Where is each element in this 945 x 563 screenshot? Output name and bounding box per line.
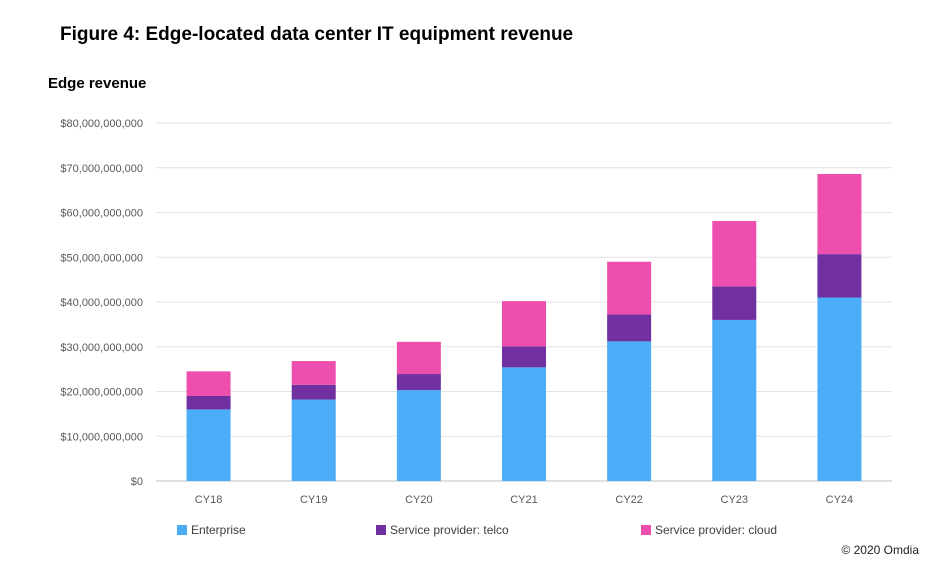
bar-enterprise-cy22 xyxy=(607,341,652,481)
legend-swatch-cloud xyxy=(641,525,651,535)
bar-telco-cy21 xyxy=(502,346,546,368)
x-tick-label: CY22 xyxy=(615,494,643,506)
y-tick-label: $30,000,000,000 xyxy=(60,342,143,354)
bar-cloud-cy21 xyxy=(502,301,546,347)
bar-cloud-cy22 xyxy=(607,261,652,315)
bar-telco-cy19 xyxy=(291,384,336,400)
x-tick-label: CY24 xyxy=(826,494,854,506)
bar-enterprise-cy20 xyxy=(396,390,441,481)
bars xyxy=(186,174,862,481)
x-axis-ticks: CY18 CY19 CY20 CY21 CY22 CY23 CY24 xyxy=(195,494,853,506)
y-tick-label: $50,000,000,000 xyxy=(60,252,143,264)
x-tick-label: CY23 xyxy=(721,494,749,506)
figure-title: Figure 4: Edge-located data center IT eq… xyxy=(60,24,574,45)
bar-enterprise-cy24 xyxy=(817,297,862,481)
bar-telco-cy22 xyxy=(607,314,652,342)
bar-cloud-cy18 xyxy=(186,371,231,396)
gridlines xyxy=(156,122,892,482)
legend-label-telco: Service provider: telco xyxy=(390,523,509,537)
bar-telco-cy24 xyxy=(817,254,862,298)
bar-cloud-cy20 xyxy=(396,341,441,375)
y-tick-label: $70,000,000,000 xyxy=(60,163,143,175)
y-tick-label: $40,000,000,000 xyxy=(60,297,143,309)
bar-telco-cy18 xyxy=(186,395,231,410)
x-tick-label: CY19 xyxy=(300,494,328,506)
legend-label-enterprise: Enterprise xyxy=(191,523,246,537)
legend: Enterprise Service provider: telco Servi… xyxy=(0,523,945,541)
y-tick-label: $60,000,000,000 xyxy=(60,208,143,220)
bar-telco-cy20 xyxy=(396,374,441,391)
copyright-text: © 2020 Omdia xyxy=(841,543,919,557)
legend-item-telco: Service provider: telco xyxy=(376,523,509,537)
bar-enterprise-cy18 xyxy=(186,409,231,481)
legend-item-enterprise: Enterprise xyxy=(177,523,246,537)
bar-telco-cy23 xyxy=(712,286,757,320)
y-axis-ticks: $0 $10,000,000,000 $20,000,000,000 $30,000,… xyxy=(60,118,143,488)
legend-swatch-enterprise xyxy=(177,525,187,535)
bar-cloud-cy23 xyxy=(712,221,757,287)
y-tick-label: $80,000,000,000 xyxy=(60,118,143,130)
x-tick-label: CY18 xyxy=(195,494,223,506)
bar-enterprise-cy21 xyxy=(502,367,546,481)
bar-enterprise-cy19 xyxy=(291,399,336,481)
y-tick-label: $10,000,000,000 xyxy=(60,431,143,443)
bar-enterprise-cy23 xyxy=(712,319,757,481)
legend-label-cloud: Service provider: cloud xyxy=(655,523,778,537)
y-tick-label: $20,000,000,000 xyxy=(60,387,143,399)
bar-cloud-cy19 xyxy=(291,361,336,385)
x-tick-label: CY20 xyxy=(405,494,433,506)
y-axis-title: Edge revenue xyxy=(48,75,147,92)
bar-cloud-cy24 xyxy=(817,174,862,255)
legend-item-cloud: Service provider: cloud xyxy=(641,523,777,537)
y-tick-label: $0 xyxy=(131,476,143,488)
x-tick-label: CY21 xyxy=(510,494,538,506)
legend-swatch-telco xyxy=(376,525,386,535)
